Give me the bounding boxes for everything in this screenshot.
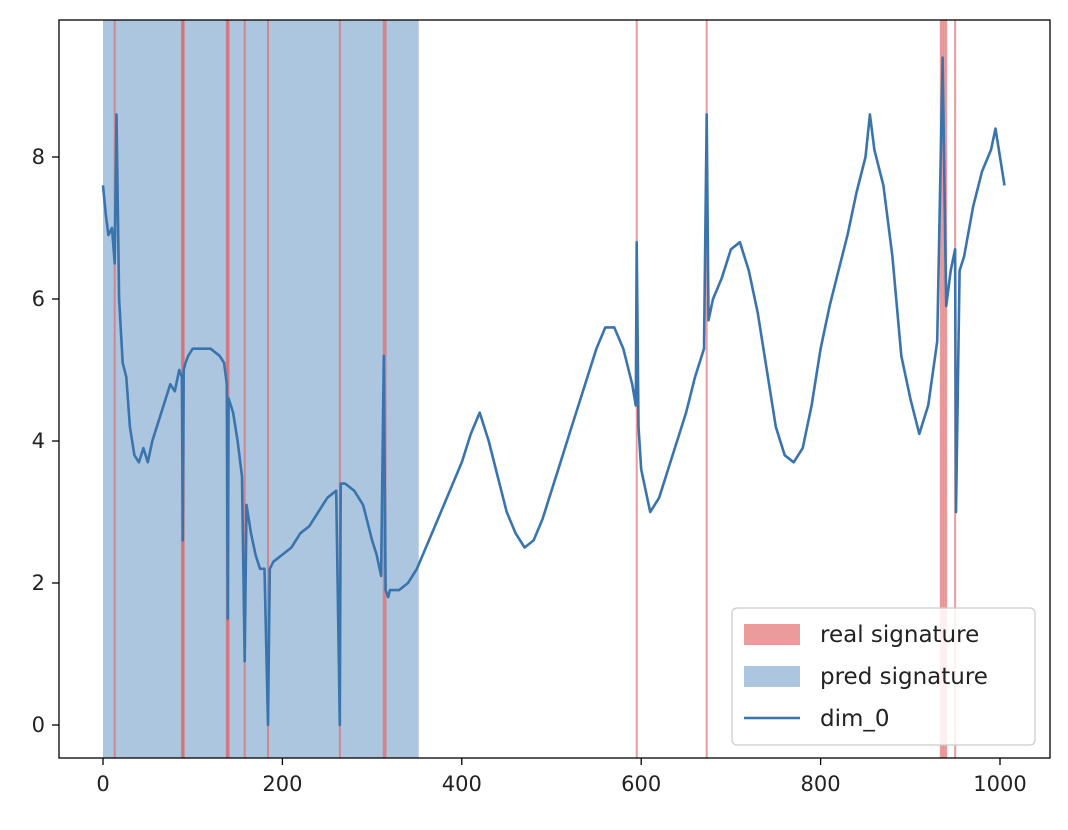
x-tick-label-0: 0 xyxy=(96,772,109,796)
x-tick-label-200: 200 xyxy=(262,772,302,796)
x-tick-label-400: 400 xyxy=(442,772,482,796)
plot-frame xyxy=(58,19,1051,759)
y-tick-label-6: 6 xyxy=(32,287,45,311)
x-tick-label-600: 600 xyxy=(621,772,661,796)
y-axis: 0 2 4 6 8 xyxy=(32,145,59,737)
x-axis: 0 200 400 600 800 1000 xyxy=(96,758,1027,796)
legend-swatch-pred-signature xyxy=(744,666,800,687)
series-line-dim_0 xyxy=(101,56,1006,727)
legend-label-real-signature: real signature xyxy=(820,622,979,648)
legend-label-dim-0: dim_0 xyxy=(820,706,890,732)
x-tick-label-1000: 1000 xyxy=(973,772,1026,796)
y-tick-label-4: 4 xyxy=(32,429,45,453)
legend-label-pred-signature: pred signature xyxy=(820,664,988,690)
pred-signature-spans xyxy=(103,20,419,758)
series-group xyxy=(101,56,1006,727)
legend: real signature pred signature dim_0 xyxy=(731,607,1036,746)
legend-swatch-real-signature xyxy=(744,624,800,645)
y-tick-label-0: 0 xyxy=(32,713,45,737)
y-tick-label-8: 8 xyxy=(32,145,45,169)
pred-signature-span-0 xyxy=(103,20,419,758)
x-tick-label-800: 800 xyxy=(801,772,841,796)
y-tick-label-2: 2 xyxy=(32,571,45,595)
legend-box xyxy=(731,607,1036,746)
